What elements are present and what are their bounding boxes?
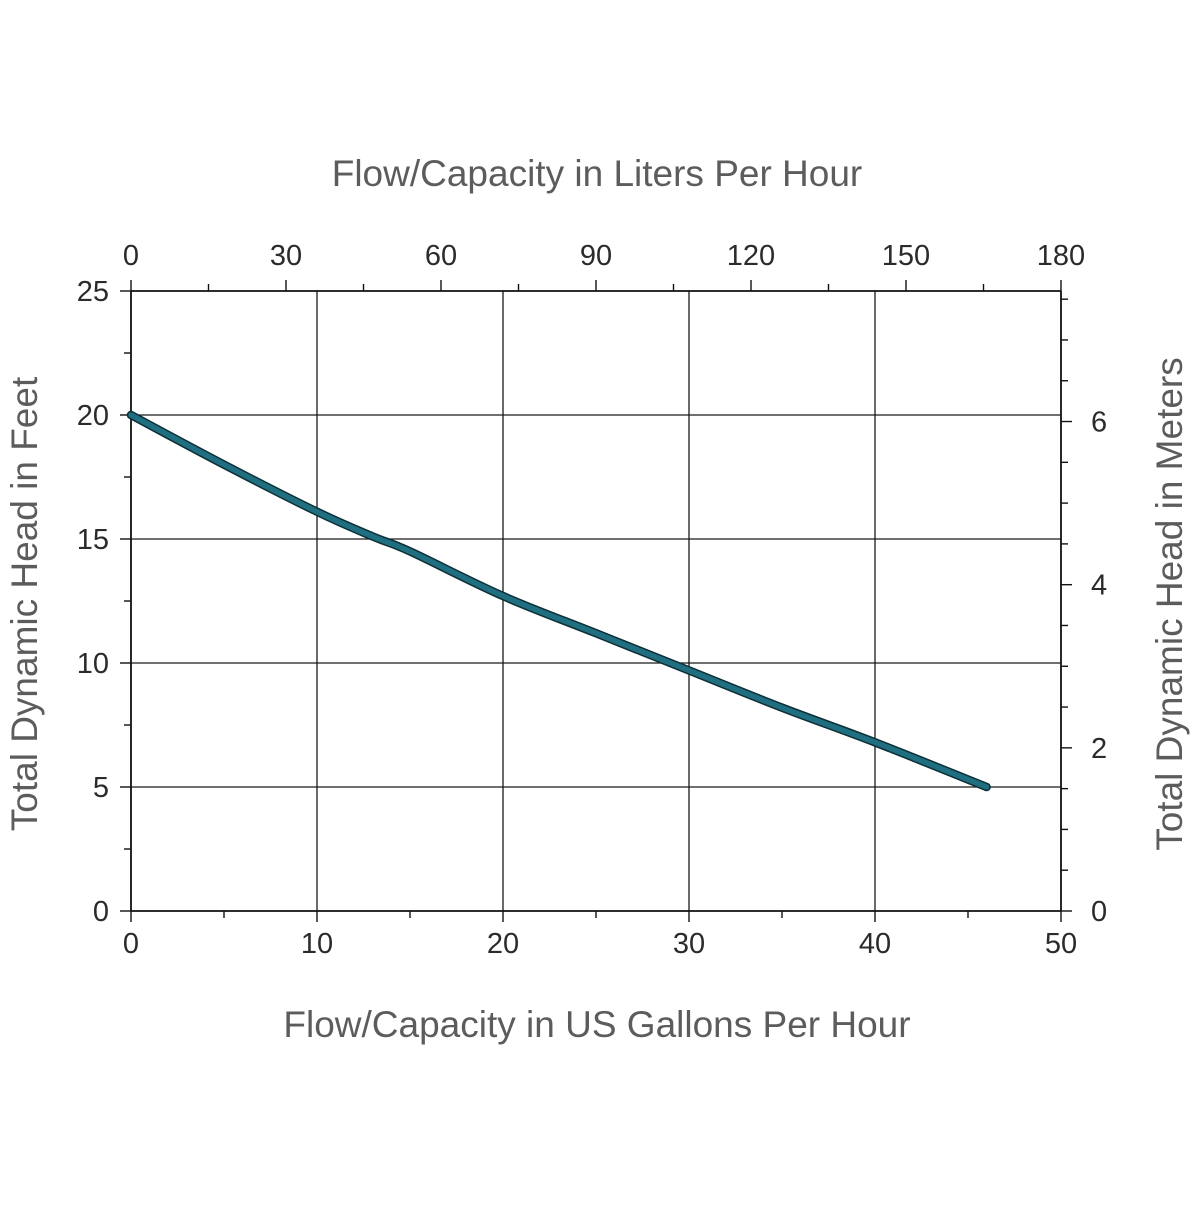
bottom-tick-label: 0	[123, 928, 139, 960]
top-tick-label: 60	[425, 240, 457, 272]
top-tick-label: 0	[123, 240, 139, 272]
bottom-tick-label: 40	[859, 928, 891, 960]
top-tick-label: 30	[270, 240, 302, 272]
pump-curve-outline	[131, 415, 987, 787]
left-tick-label: 0	[93, 896, 109, 928]
bottom-tick-label: 50	[1045, 928, 1077, 960]
grid-layer	[131, 291, 1061, 911]
left-tick-label: 15	[77, 524, 109, 556]
series-layer	[131, 415, 987, 787]
axis-layer: 0 10 20 30 40 50 0 30 60 90 120 150 180 0 5 10 15 20 25 0 2 4…	[77, 240, 1107, 960]
left-tick-label: 10	[77, 648, 109, 680]
bottom-tick-label: 30	[673, 928, 705, 960]
right-tick-label: 2	[1091, 733, 1107, 765]
top-tick-label: 180	[1037, 240, 1085, 272]
bottom-axis-title: Flow/Capacity in US Gallons Per Hour	[283, 1004, 910, 1045]
left-tick-label: 20	[77, 400, 109, 432]
bottom-tick-label: 20	[487, 928, 519, 960]
left-tick-label: 25	[77, 276, 109, 308]
top-axis-title: Flow/Capacity in Liters Per Hour	[332, 153, 863, 194]
right-axis-title: Total Dynamic Head in Meters	[1149, 357, 1190, 851]
left-tick-label: 5	[93, 772, 109, 804]
left-axis-title: Total Dynamic Head in Feet	[4, 376, 45, 831]
right-tick-label: 4	[1091, 570, 1107, 602]
top-tick-label: 90	[580, 240, 612, 272]
bottom-tick-label: 10	[301, 928, 333, 960]
right-tick-label: 6	[1091, 407, 1107, 439]
top-tick-label: 120	[727, 240, 775, 272]
right-tick-label: 0	[1091, 896, 1107, 928]
top-tick-label: 150	[882, 240, 930, 272]
pump-curve-line	[131, 415, 987, 787]
